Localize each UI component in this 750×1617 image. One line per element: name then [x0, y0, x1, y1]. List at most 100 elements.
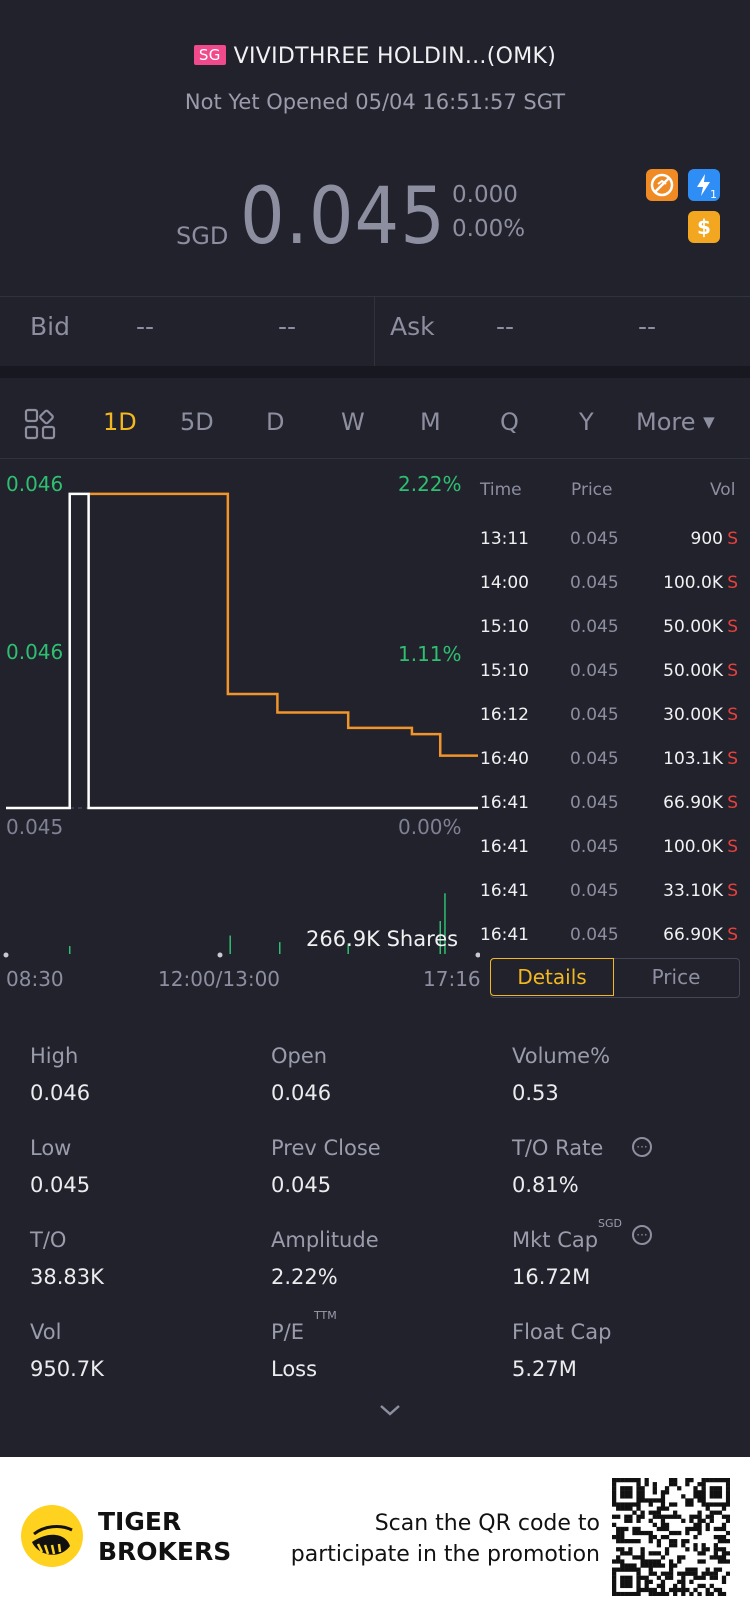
more-info-icon[interactable]: ··· — [632, 1225, 652, 1245]
trades-header-vol: Vol — [710, 480, 736, 500]
qr-module — [681, 1543, 686, 1548]
trade-vol: 66.90K — [663, 793, 723, 813]
lightning-level1-icon[interactable]: 1 — [688, 169, 720, 201]
qr-module — [620, 1551, 625, 1556]
qr-module — [616, 1555, 621, 1560]
tab-more-label: More — [636, 408, 696, 436]
qr-module — [620, 1494, 625, 1499]
qr-module — [648, 1539, 653, 1544]
qr-module — [717, 1567, 723, 1572]
tab-d[interactable]: D — [266, 408, 285, 436]
qr-module — [701, 1502, 706, 1507]
tab-m[interactable]: M — [420, 408, 441, 436]
qr-module — [668, 1482, 674, 1487]
qr-module — [640, 1559, 645, 1564]
qr-module — [689, 1514, 694, 1519]
trade-time: 16:41 — [480, 925, 529, 945]
qr-module — [660, 1563, 666, 1568]
qr-module — [624, 1514, 629, 1519]
qr-module — [681, 1518, 686, 1523]
qr-module — [668, 1530, 674, 1536]
qr-module — [640, 1587, 645, 1593]
qr-module — [660, 1522, 666, 1528]
qr-module — [644, 1563, 649, 1568]
dollar-icon[interactable]: $ — [688, 211, 720, 243]
qr-module — [697, 1498, 702, 1503]
trade-vol: 66.90K — [663, 925, 723, 945]
amplitude-value: 2.22% — [271, 1265, 338, 1289]
qr-module — [616, 1539, 621, 1544]
qr-module — [709, 1571, 714, 1576]
trade-row: 16:12 0.045 30.00K S — [480, 705, 738, 749]
qr-module — [693, 1490, 698, 1495]
qr-module — [612, 1567, 617, 1572]
qr-module — [624, 1506, 629, 1511]
tiger-logo-icon — [20, 1504, 84, 1572]
qr-module — [620, 1490, 625, 1495]
qr-module — [685, 1587, 690, 1593]
qr-module — [664, 1486, 670, 1491]
qr-module — [717, 1547, 723, 1552]
qr-module — [709, 1490, 714, 1495]
qr-module — [717, 1494, 723, 1499]
qr-module — [697, 1490, 702, 1495]
qr-module — [725, 1482, 730, 1487]
more-info-icon[interactable]: ··· — [632, 1137, 652, 1157]
qr-module — [713, 1567, 718, 1572]
tab-1d[interactable]: 1D — [103, 408, 137, 436]
price-change: 0.000 — [452, 182, 518, 208]
qr-module — [620, 1502, 625, 1507]
qr-module — [689, 1567, 694, 1572]
qr-module — [701, 1490, 706, 1495]
qr-module — [636, 1478, 641, 1483]
qr-module — [673, 1514, 678, 1519]
qr-module — [681, 1591, 686, 1596]
qr-module — [628, 1518, 633, 1523]
qr-module — [705, 1571, 710, 1576]
qr-module — [697, 1482, 702, 1487]
qr-module — [664, 1551, 670, 1556]
qr-module — [713, 1502, 718, 1507]
qr-module — [673, 1587, 678, 1593]
qr-module — [648, 1563, 653, 1568]
chevron-down-icon: ▼ — [703, 413, 715, 431]
qr-module — [681, 1571, 686, 1576]
tab-5d[interactable]: 5D — [180, 408, 214, 436]
expand-chevron-icon[interactable] — [378, 1402, 402, 1422]
price-tab[interactable]: Price — [651, 965, 701, 989]
qr-module — [717, 1502, 723, 1507]
qr-module — [624, 1551, 629, 1556]
details-tab[interactable]: Details — [490, 958, 614, 996]
qr-module — [673, 1583, 678, 1589]
tab-q[interactable]: Q — [500, 408, 519, 436]
grid-layout-icon[interactable] — [24, 408, 56, 444]
qr-module — [713, 1543, 718, 1548]
qr-module — [709, 1575, 714, 1580]
qr-module — [644, 1587, 649, 1593]
qr-module — [624, 1563, 629, 1568]
intraday-chart[interactable] — [0, 460, 480, 960]
qr-module — [640, 1575, 645, 1580]
tab-w[interactable]: W — [341, 408, 365, 436]
open-value: 0.046 — [271, 1081, 332, 1105]
qr-module — [664, 1571, 670, 1576]
qr-module — [705, 1547, 710, 1552]
tab-more[interactable]: More ▼ — [636, 408, 715, 436]
qr-module — [648, 1502, 653, 1507]
high-label: High — [30, 1044, 79, 1068]
qr-module — [644, 1575, 649, 1580]
qr-code[interactable] — [612, 1478, 730, 1596]
qr-module — [709, 1555, 714, 1560]
qr-module — [709, 1486, 714, 1491]
no-short-icon[interactable] — [646, 169, 678, 201]
trade-row: 13:11 0.045 900 S — [480, 529, 738, 573]
qr-module — [685, 1482, 690, 1487]
tab-y[interactable]: Y — [579, 408, 594, 436]
qr-module — [668, 1478, 674, 1483]
float-cap-value: 5.27M — [512, 1357, 577, 1381]
pe-ttm-tag: TTM — [314, 1309, 337, 1322]
price-change-percent: 0.00% — [452, 216, 526, 242]
trade-price: 0.045 — [570, 925, 619, 945]
qr-module — [721, 1575, 727, 1580]
ask-price: -- — [496, 312, 515, 341]
